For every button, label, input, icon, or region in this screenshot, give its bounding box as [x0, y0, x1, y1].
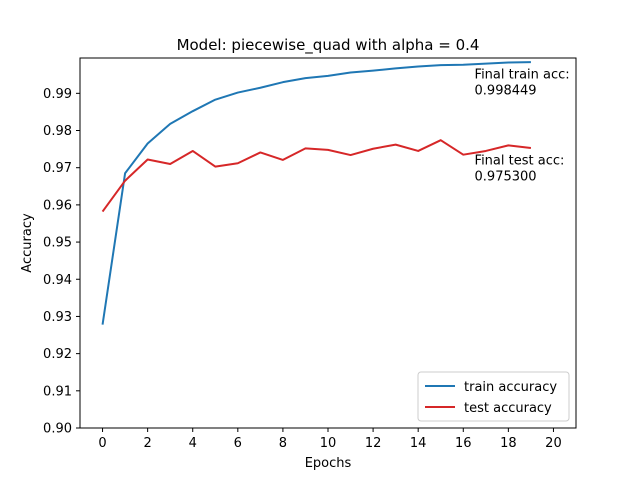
series-line-train: [101, 61, 531, 325]
test-annotation-line2: 0.975300: [475, 169, 537, 184]
legend-label-test: test accuracy: [464, 401, 552, 416]
x-axis-label: Epochs: [305, 456, 352, 471]
x-tick-label: 4: [189, 436, 197, 451]
series-line-test: [101, 139, 532, 213]
y-axis-ticks: 0.90 0.91 0.92 0.93 0.94 0.95 0.96 0.97 0.98 0.99: [43, 87, 80, 437]
train-annotation-line2: 0.998449: [475, 84, 537, 99]
train-annotation-line1: Final train acc:: [475, 68, 570, 83]
y-axis-label: Accuracy: [20, 213, 35, 273]
x-tick-label: 12: [365, 436, 382, 451]
test-annotation-line1: Final test acc:: [475, 153, 565, 168]
x-tick-label: 14: [410, 436, 427, 451]
y-tick-label: 0.91: [43, 384, 72, 399]
series-layer: [101, 61, 532, 325]
x-tick-label: 16: [455, 436, 472, 451]
y-tick-label: 0.94: [43, 273, 72, 288]
x-tick-label: 0: [98, 436, 106, 451]
x-tick-label: 8: [279, 436, 287, 451]
x-axis-ticks: 0 2 4 6 8 10 12 14 16 18 20: [98, 428, 562, 451]
x-tick-label: 20: [545, 436, 562, 451]
legend-label-train: train accuracy: [464, 380, 557, 395]
x-tick-label: 2: [143, 436, 151, 451]
x-tick-label: 18: [500, 436, 517, 451]
y-tick-label: 0.95: [43, 236, 72, 251]
x-tick-label: 10: [320, 436, 337, 451]
y-tick-label: 0.97: [43, 161, 72, 176]
legend-box: [417, 371, 570, 422]
train-annotation: Final train acc: 0.998449: [475, 68, 574, 99]
plot-frame: [79, 57, 577, 429]
legend: train accuracy test accuracy: [417, 371, 570, 422]
y-tick-label: 0.96: [43, 198, 72, 213]
test-annotation: Final test acc: 0.975300: [475, 153, 569, 184]
x-tick-label: 6: [234, 436, 242, 451]
y-tick-label: 0.99: [43, 87, 72, 102]
y-tick-label: 0.92: [43, 347, 72, 362]
annotations: Final train acc: 0.998449 Final test acc…: [475, 68, 574, 185]
y-tick-label: 0.93: [43, 310, 72, 325]
y-tick-label: 0.90: [43, 422, 72, 437]
chart-title: Model: piecewise_quad with alpha = 0.4: [177, 36, 480, 55]
y-tick-label: 0.98: [43, 124, 72, 139]
